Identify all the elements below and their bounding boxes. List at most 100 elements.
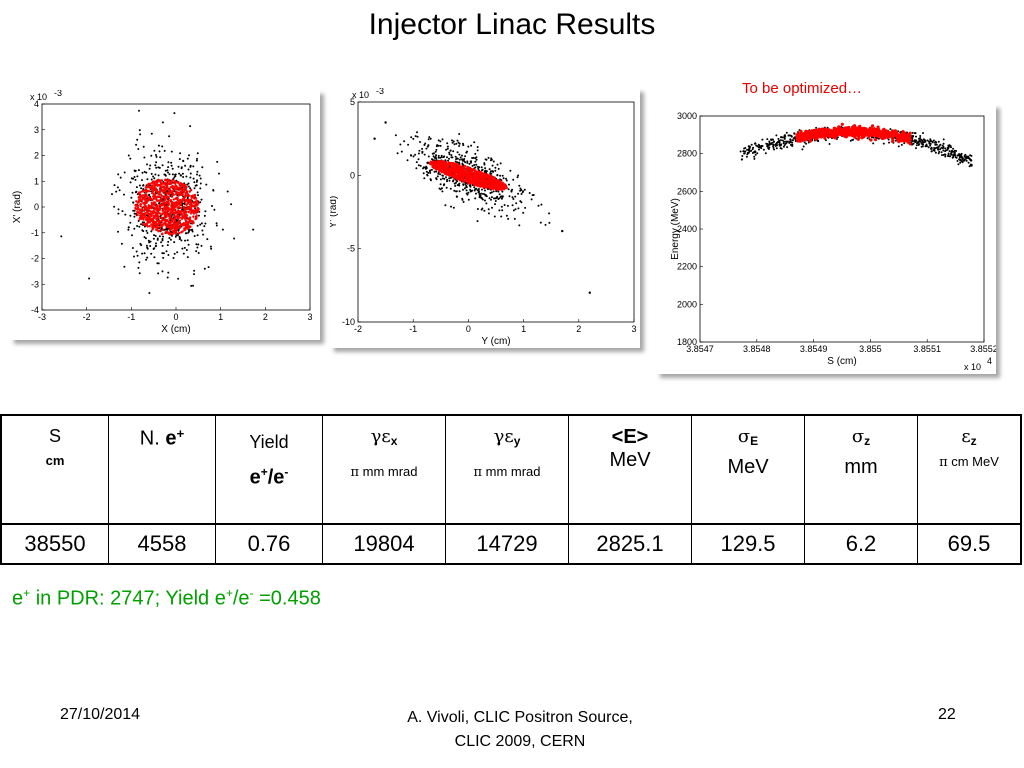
halo-particle-point	[133, 176, 136, 178]
halo-particle-point	[506, 204, 509, 207]
core-particle-point	[498, 182, 501, 185]
core-particle-point	[156, 228, 159, 231]
halo-particle-point	[417, 164, 420, 167]
halo-particle-point	[196, 170, 199, 173]
x-tick-label: 0	[466, 324, 471, 334]
halo-particle-point	[419, 141, 421, 143]
core-particle-point	[145, 198, 148, 202]
halo-particle-point	[496, 163, 499, 166]
core-particle-point	[161, 228, 164, 231]
halo-particle-point	[540, 203, 543, 206]
core-particle-point	[175, 228, 179, 231]
core-particle-point	[862, 126, 866, 131]
halo-particle-point	[530, 198, 533, 201]
core-particle-point	[177, 203, 180, 206]
core-particle-point	[153, 201, 156, 204]
value-emittance-y: 14729	[445, 523, 569, 565]
halo-particle-point	[154, 245, 157, 248]
halo-particle-point	[187, 168, 190, 171]
core-particle-point	[166, 223, 169, 226]
halo-particle-point	[934, 143, 937, 146]
core-particle-point	[505, 186, 508, 190]
halo-particle-point	[779, 139, 782, 142]
core-particle-point	[860, 131, 864, 135]
halo-particle-point	[455, 158, 457, 161]
halo-particle-point	[442, 184, 445, 187]
halo-particle-point	[476, 189, 479, 192]
halo-particle-point	[180, 239, 183, 242]
core-particle-point	[193, 201, 196, 204]
halo-particle-point	[872, 142, 875, 145]
halo-particle-point	[476, 208, 479, 210]
halo-particle-point	[130, 196, 133, 199]
halo-particle-point	[192, 165, 195, 168]
core-particle-point	[180, 209, 183, 213]
core-particle-point	[195, 214, 198, 217]
core-particle-point	[187, 194, 191, 197]
halo-particle-point	[770, 143, 773, 145]
halo-particle-point	[494, 200, 497, 202]
halo-particle-point	[739, 150, 742, 153]
halo-particle-point	[452, 179, 455, 182]
core-particle-point	[182, 190, 185, 193]
halo-particle-point	[373, 137, 376, 140]
halo-particle-point	[202, 233, 205, 236]
halo-particle-point	[929, 144, 932, 147]
halo-particle-point	[403, 140, 406, 143]
halo-particle-point	[772, 146, 775, 149]
x-axis-label: S (cm)	[827, 356, 856, 367]
core-particle-point	[171, 179, 174, 182]
core-particle-point	[183, 214, 186, 217]
core-particle-point	[185, 227, 188, 230]
core-particle-point	[163, 207, 166, 210]
core-particle-point	[178, 184, 182, 187]
halo-particle-point	[539, 221, 542, 224]
core-particle-point	[892, 132, 896, 136]
halo-particle-point	[153, 256, 156, 259]
halo-particle-point	[465, 151, 468, 154]
core-particle-point	[170, 218, 173, 221]
halo-particle-point	[155, 166, 158, 169]
halo-particle-point	[421, 151, 424, 154]
halo-particle-point	[396, 152, 399, 155]
y-tick-label: 4	[34, 99, 39, 109]
halo-particle-point	[921, 140, 924, 143]
halo-particle-point	[201, 229, 204, 232]
halo-particle-point	[123, 171, 126, 174]
core-particle-point	[169, 186, 172, 189]
halo-particle-point	[190, 284, 193, 287]
core-particle-point	[170, 232, 173, 236]
halo-particle-point	[480, 166, 483, 169]
halo-particle-point	[466, 160, 469, 163]
halo-particle-point	[493, 197, 495, 200]
halo-particle-point	[942, 149, 945, 152]
core-particle-point	[152, 222, 155, 225]
core-particle-point	[160, 219, 164, 222]
halo-particle-point	[473, 164, 476, 166]
core-particle-point	[481, 181, 485, 185]
core-particle-point	[487, 178, 491, 181]
halo-particle-point	[491, 170, 494, 173]
core-particle-point	[429, 160, 432, 163]
halo-particle-point	[747, 149, 750, 152]
halo-particle-point	[924, 139, 927, 142]
halo-particle-point	[446, 180, 448, 183]
halo-particle-point	[187, 243, 190, 246]
halo-particle-point	[458, 145, 461, 147]
halo-particle-point	[165, 250, 168, 253]
core-particle-point	[154, 180, 157, 183]
halo-particle-point	[935, 143, 938, 146]
halo-particle-point	[419, 164, 422, 167]
halo-particle-point	[929, 147, 932, 150]
core-particle-point	[141, 190, 145, 193]
halo-particle-point	[195, 250, 198, 253]
halo-particle-point	[185, 249, 188, 251]
halo-particle-point	[508, 183, 510, 186]
halo-particle-point	[911, 143, 914, 146]
halo-particle-point	[967, 155, 970, 158]
value-n-positrons: 4558	[108, 523, 216, 565]
halo-particle-point	[500, 205, 503, 208]
halo-particle-point	[215, 222, 218, 225]
halo-particle-point	[911, 139, 914, 142]
halo-particle-point	[139, 133, 142, 136]
